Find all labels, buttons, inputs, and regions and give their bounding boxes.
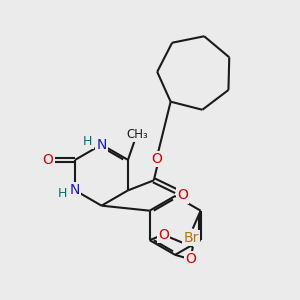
Text: N: N [70,183,80,197]
Text: O: O [185,252,196,266]
Text: O: O [158,228,169,242]
Text: O: O [43,153,54,167]
Text: O: O [151,152,162,166]
Text: H: H [58,188,67,200]
Text: N: N [96,138,107,152]
Text: CH₃: CH₃ [126,128,148,141]
Text: H: H [83,135,93,148]
Text: Br: Br [183,231,199,244]
Text: O: O [177,188,188,203]
